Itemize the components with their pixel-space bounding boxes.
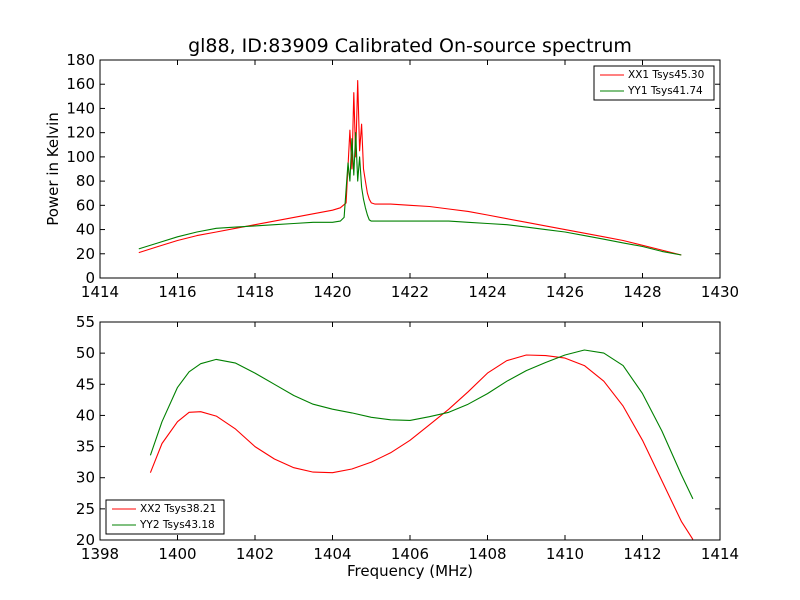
y-tick-label: 140 bbox=[66, 99, 95, 117]
legend-entry-yy2: YY2 Tsys43.18 bbox=[139, 519, 215, 531]
y-tick-label: 30 bbox=[76, 469, 95, 487]
x-tick-label: 1424 bbox=[468, 283, 506, 301]
y-tick-label: 160 bbox=[66, 75, 95, 93]
y-tick-label: 60 bbox=[76, 196, 95, 214]
y-tick-label: 40 bbox=[76, 221, 95, 239]
ticks-top: 1414 1416 1418 1420 1422 1424 1426 1428 1430 0 20 4… bbox=[66, 51, 739, 301]
x-tick-label: 1412 bbox=[623, 545, 661, 563]
x-tick-label: 1406 bbox=[391, 545, 429, 563]
top-panel: gl88, ID:83909 Calibrated On-source spec… bbox=[44, 35, 739, 301]
y-tick-label: 100 bbox=[66, 148, 95, 166]
x-tick-label: 1414 bbox=[701, 545, 739, 563]
x-tick-label: 1418 bbox=[236, 283, 274, 301]
x-tick-label: 1428 bbox=[623, 283, 661, 301]
series-bottom bbox=[149, 349, 694, 540]
y-tick-label: 20 bbox=[76, 245, 95, 263]
legend-entry-yy1: YY1 Tsys41.74 bbox=[627, 85, 703, 97]
legend-top: XX1 Tsys45.30 YY1 Tsys41.74 bbox=[593, 65, 715, 101]
legend-bottom: XX2 Tsys38.21 YY2 Tsys43.18 bbox=[105, 499, 225, 535]
legend-box bbox=[593, 65, 715, 101]
x-tick-label: 1402 bbox=[236, 545, 274, 563]
y-tick-label: 55 bbox=[76, 313, 95, 331]
x-tick-label: 1408 bbox=[468, 545, 506, 563]
legend-entry-xx2: XX2 Tsys38.21 bbox=[140, 503, 216, 515]
series-line-xx2 bbox=[149, 354, 694, 540]
y-tick-label: 25 bbox=[76, 500, 95, 518]
legend-entry-xx1: XX1 Tsys45.30 bbox=[628, 69, 704, 81]
x-tick-label: 1426 bbox=[546, 283, 584, 301]
y-tick-label: 35 bbox=[76, 438, 95, 456]
ticks-bottom: 1398 1400 1402 1404 1406 1408 1410 1412 1414 20 25… bbox=[76, 313, 739, 563]
plot-frame-bottom bbox=[99, 321, 721, 541]
legend-box bbox=[105, 499, 225, 535]
chart-title: gl88, ID:83909 Calibrated On-source spec… bbox=[188, 35, 632, 57]
y-axis-label: Power in Kelvin bbox=[44, 112, 62, 226]
x-tick-label: 1410 bbox=[546, 545, 584, 563]
y-tick-label: 120 bbox=[66, 124, 95, 142]
y-tick-label: 80 bbox=[76, 172, 95, 190]
x-tick-label: 1420 bbox=[313, 283, 351, 301]
series-line-yy2 bbox=[149, 349, 694, 500]
plot-frame-top bbox=[99, 59, 721, 279]
x-tick-label: 1398 bbox=[81, 545, 119, 563]
y-tick-label: 45 bbox=[76, 375, 95, 393]
x-tick-label: 1422 bbox=[391, 283, 429, 301]
x-tick-label: 1414 bbox=[81, 283, 119, 301]
x-tick-label: 1430 bbox=[701, 283, 739, 301]
series-line-yy1 bbox=[138, 132, 682, 256]
series-top bbox=[138, 80, 682, 256]
x-axis-label: Frequency (MHz) bbox=[347, 562, 473, 580]
x-tick-label: 1416 bbox=[158, 283, 196, 301]
y-tick-label: 0 bbox=[85, 269, 95, 287]
y-tick-label: 50 bbox=[76, 344, 95, 362]
y-tick-label: 180 bbox=[66, 51, 95, 69]
y-tick-label: 40 bbox=[76, 406, 95, 424]
x-tick-label: 1404 bbox=[313, 545, 351, 563]
series-line-xx1 bbox=[138, 80, 682, 256]
bottom-panel: Frequency (MHz) 1398 1400 1402 1404 1406 1408… bbox=[76, 313, 739, 580]
x-tick-label: 1400 bbox=[158, 545, 196, 563]
y-tick-label: 20 bbox=[76, 531, 95, 549]
